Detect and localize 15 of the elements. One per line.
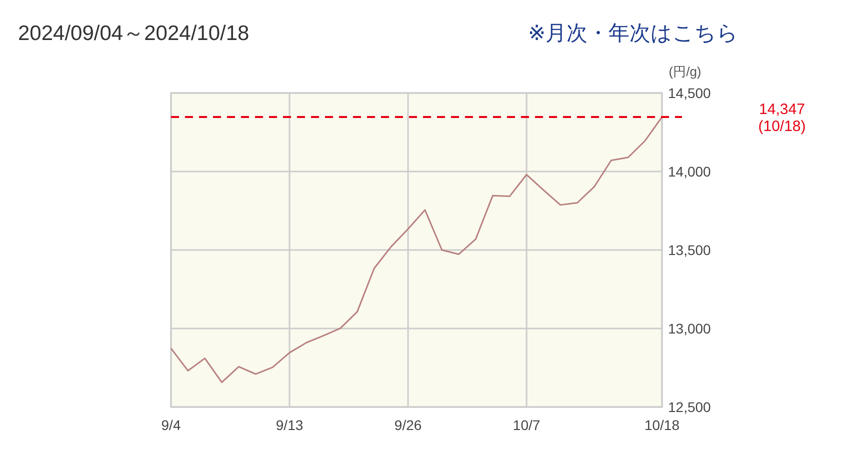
x-tick-label: 9/4 bbox=[161, 417, 181, 433]
y-tick-label: 14,500 bbox=[668, 85, 712, 101]
text: ※月次・年次はこちら bbox=[528, 22, 739, 45]
x-tick-label: 9/13 bbox=[276, 417, 304, 433]
x-tick-label: 10/18 bbox=[644, 417, 680, 433]
y-axis-title: (円/g) bbox=[668, 64, 702, 79]
y-tick-label: 12,500 bbox=[668, 399, 712, 415]
y-tick-label: 13,000 bbox=[668, 320, 712, 336]
line-series bbox=[170, 116, 663, 384]
x-tick-label: 10/7 bbox=[512, 417, 540, 433]
y-tick-label: 13,500 bbox=[668, 242, 712, 258]
ref-line-label: 14,347 (10/18) bbox=[758, 101, 806, 136]
y-tick-label: 14,000 bbox=[668, 164, 712, 180]
chart-title: 2024/09/04～2024/10/18 bbox=[18, 22, 250, 45]
x-tick-label: 9/26 bbox=[394, 417, 422, 433]
